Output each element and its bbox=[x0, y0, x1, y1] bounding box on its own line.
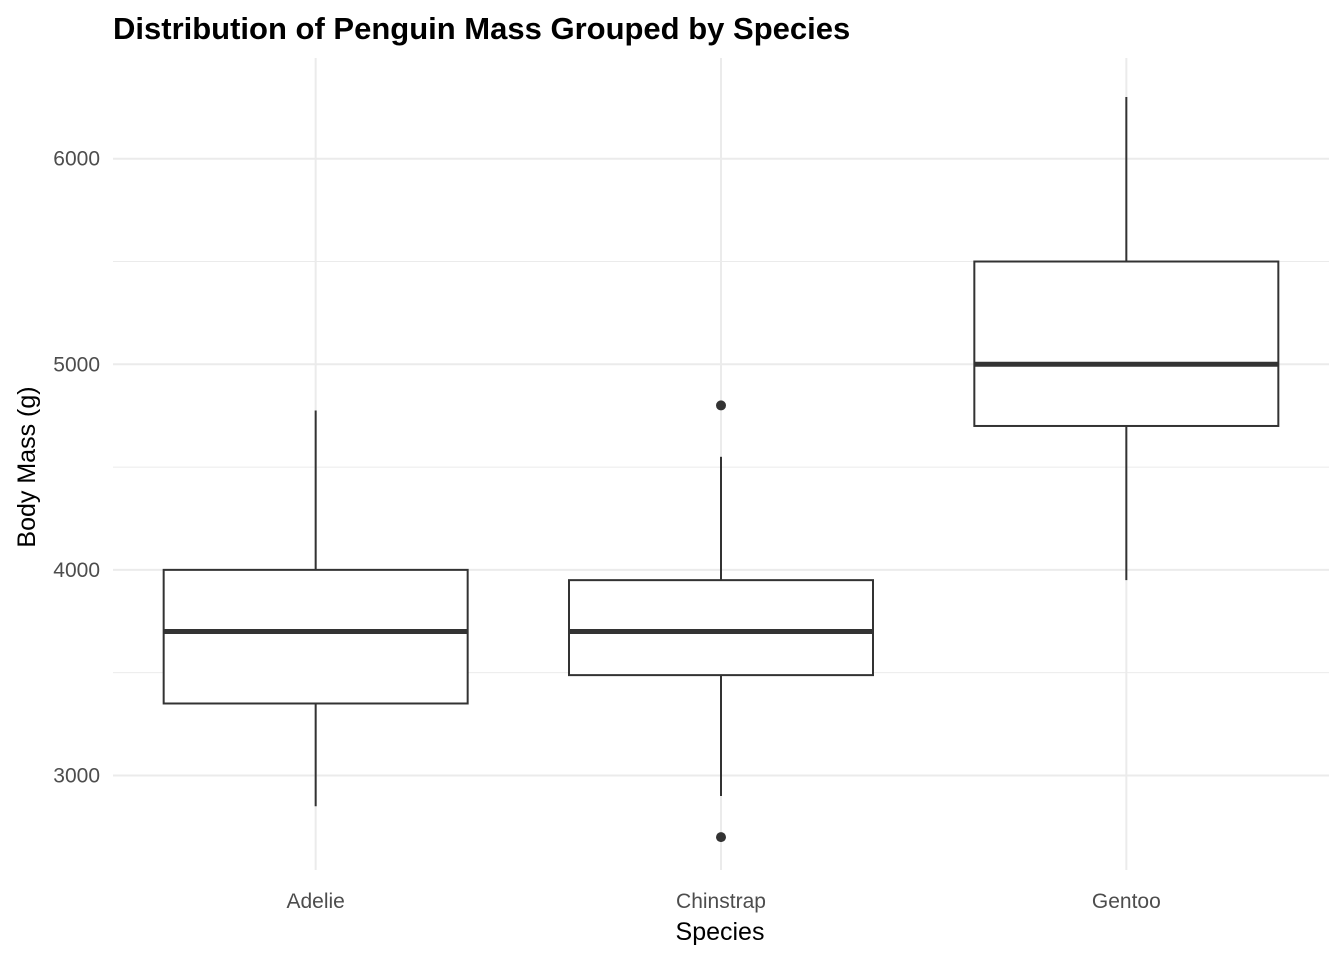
x-tick-label: Chinstrap bbox=[676, 890, 766, 913]
box-iqr bbox=[973, 260, 1280, 427]
x-tick-label: Adelie bbox=[286, 890, 344, 913]
y-tick-label: 3000 bbox=[53, 764, 100, 787]
y-tick-label: 4000 bbox=[53, 559, 100, 582]
boxplot-adelie bbox=[162, 410, 469, 807]
axis-layer: 3000 4000 5000 6000 Adelie Chinstrap Gentoo bbox=[53, 148, 1160, 913]
x-axis-title: Species bbox=[676, 918, 765, 946]
y-axis-title: Body Mass (g) bbox=[13, 386, 41, 547]
x-tick-label: Gentoo bbox=[1092, 890, 1161, 913]
y-tick-label: 5000 bbox=[53, 353, 100, 376]
boxplot-chinstrap bbox=[568, 400, 874, 843]
chart-title: Distribution of Penguin Mass Grouped by … bbox=[113, 11, 850, 46]
box-iqr bbox=[162, 568, 469, 705]
outlier-point bbox=[716, 832, 726, 843]
y-tick-label: 6000 bbox=[53, 148, 100, 171]
outlier-point bbox=[716, 400, 726, 411]
box-iqr bbox=[568, 579, 874, 677]
boxplot-gentoo bbox=[973, 97, 1280, 581]
box-layer bbox=[162, 97, 1280, 843]
